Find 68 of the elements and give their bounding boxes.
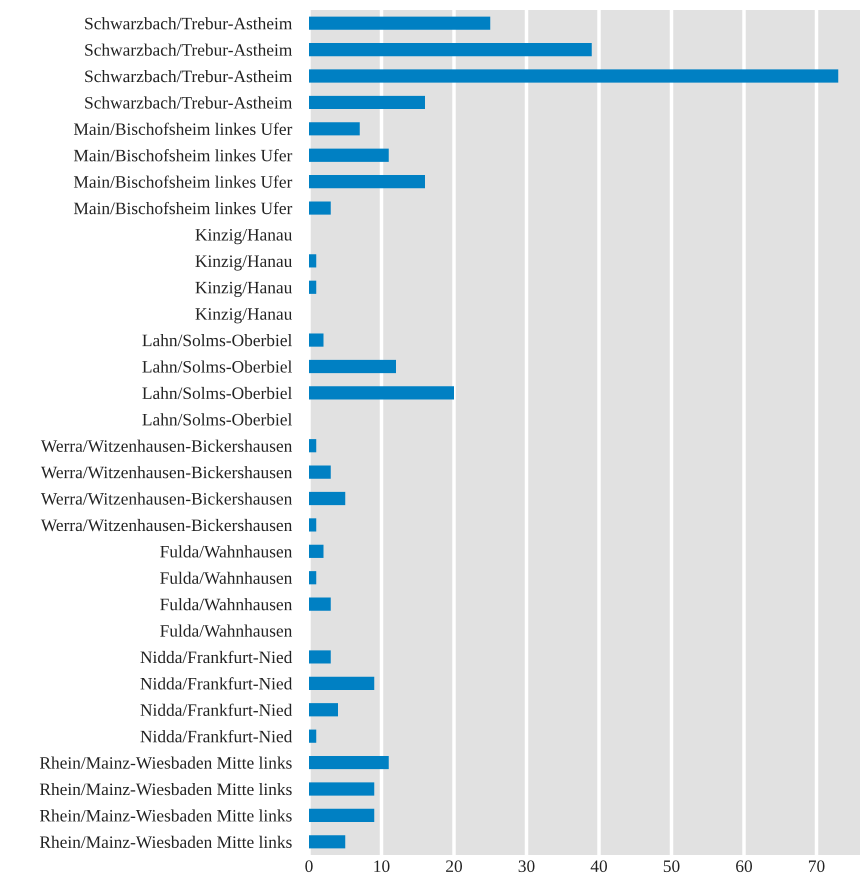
bar <box>309 360 396 374</box>
y-tick-label: Lahn/Solms-Oberbiel <box>142 386 292 400</box>
x-tick-label: 10 <box>374 860 390 872</box>
bar <box>309 439 316 452</box>
y-tick-label: Nidda/Frankfurt-Nied <box>140 650 292 664</box>
x-tick-label: 30 <box>518 860 535 872</box>
y-tick-label: Rhein/Mainz-Wiesbaden Mitte links <box>40 756 292 769</box>
bar <box>309 16 490 30</box>
y-tick-label: Fulda/Wahnhausen <box>160 598 292 610</box>
x-tick-label: 0 <box>305 860 313 872</box>
y-tick-label: Rhein/Mainz-Wiesbaden Mitte links <box>40 809 292 822</box>
y-tick-label: Kinzig/Hanau <box>195 255 292 271</box>
y-tick-label: Fulda/Wahnhausen <box>160 572 292 584</box>
bar <box>309 571 316 584</box>
bar <box>309 835 346 848</box>
y-tick-label: Nidda/Frankfurt-Nied <box>140 730 292 742</box>
y-tick-label: Lahn/Solms-Oberbiel <box>142 413 292 426</box>
x-tick-label: 70 <box>808 860 825 872</box>
y-tick-label: Schwarzbach/Trebur-Astheim <box>85 70 292 82</box>
y-tick-label: Schwarzbach/Trebur-Astheim <box>85 17 292 30</box>
y-tick-label: Nidda/Frankfurt-Nied <box>140 704 292 716</box>
y-tick-label: Lahn/Solms-Oberbiel <box>142 360 292 373</box>
bar <box>309 96 425 110</box>
y-tick-label: Main/Bischofsheim linkes Ufer <box>74 202 292 214</box>
bar <box>309 280 316 294</box>
bar <box>309 254 316 268</box>
bar <box>309 808 374 822</box>
bar <box>309 201 331 215</box>
x-tick-label: 40 <box>590 860 608 872</box>
bar <box>309 122 360 136</box>
y-tick-label: Main/Bischofsheim linkes Ufer <box>74 175 292 188</box>
y-tick-label: Nidda/Frankfurt-Nied <box>140 677 292 690</box>
y-tick-label: Kinzig/Hanau <box>195 228 292 244</box>
y-tick-label: Werra/Witzenhausen-Bickershausen <box>40 518 292 532</box>
bar <box>309 333 324 347</box>
y-tick-label: Lahn/Solms-Oberbiel <box>142 334 292 346</box>
y-tick-label: Kinzig/Hanau <box>195 308 292 324</box>
y-tick-label: Fulda/Wahnhausen <box>160 545 292 558</box>
bar <box>309 756 389 770</box>
y-tick-label: Werra/Witzenhausen-Bickershausen <box>40 492 292 505</box>
bar <box>309 386 454 400</box>
bar <box>309 518 316 532</box>
y-tick-label: Werra/Witzenhausen-Bickershausen <box>40 440 292 452</box>
y-tick-label: Schwarzbach/Trebur-Astheim <box>85 96 292 109</box>
bar <box>309 730 316 743</box>
bar <box>309 782 374 796</box>
y-tick-label: Kinzig/Hanau <box>195 282 292 298</box>
bar <box>309 148 389 162</box>
bar <box>309 544 324 558</box>
bar <box>309 43 592 56</box>
bar <box>309 703 338 716</box>
y-tick-label: Schwarzbach/Trebur-Astheim <box>85 44 292 56</box>
x-tick-label: 50 <box>664 860 680 872</box>
y-tick-label: Werra/Witzenhausen-Bickershausen <box>40 466 292 478</box>
bar <box>309 492 346 506</box>
y-tick-label: Main/Bischofsheim linkes Ufer <box>74 149 292 162</box>
y-tick-label: Rhein/Mainz-Wiesbaden Mitte links <box>40 782 292 796</box>
bar <box>309 598 331 611</box>
y-tick-label: Fulda/Wahnhausen <box>160 624 292 637</box>
y-tick-label: Rhein/Mainz-Wiesbaden Mitte links <box>40 836 292 848</box>
bar <box>309 175 425 188</box>
bar <box>309 650 331 664</box>
bar <box>309 676 374 690</box>
x-tick-label: 20 <box>446 860 462 872</box>
x-tick-label: 60 <box>736 860 752 872</box>
bar <box>309 69 838 83</box>
bar <box>309 466 331 479</box>
y-tick-label: Main/Bischofsheim linkes Ufer <box>74 122 292 136</box>
